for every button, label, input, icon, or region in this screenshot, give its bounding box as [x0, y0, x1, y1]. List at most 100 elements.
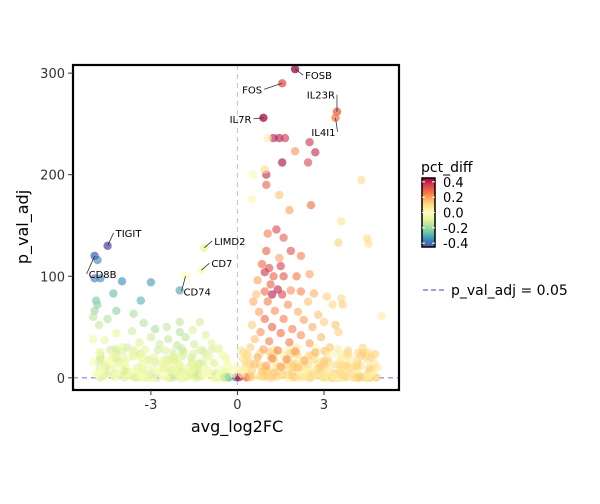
data-point — [103, 314, 112, 324]
colorbar-tick-label: 0.0 — [443, 207, 464, 222]
data-point — [288, 368, 297, 377]
data-point — [266, 280, 275, 289]
data-point — [267, 354, 277, 363]
x-axis-label: avg_log2FC — [191, 417, 283, 437]
data-point — [262, 246, 271, 256]
label-leader-line — [294, 68, 304, 76]
data-point — [275, 253, 284, 263]
data-point — [256, 371, 265, 380]
data-point — [243, 351, 252, 360]
legend-label: p_val_adj = 0.05 — [451, 283, 568, 299]
data-point — [308, 369, 317, 378]
data-point — [127, 326, 137, 336]
x-tick-label: 3 — [320, 398, 328, 413]
data-point — [273, 346, 282, 355]
data-point — [204, 366, 213, 375]
labeled-data-point — [331, 113, 340, 123]
data-point — [158, 370, 167, 379]
data-point — [279, 233, 288, 242]
data-point — [96, 274, 105, 283]
data-point — [290, 347, 300, 356]
data-point — [278, 290, 287, 299]
x-tick-label: -3 — [144, 398, 157, 413]
data-point — [314, 364, 323, 373]
data-point — [370, 350, 379, 359]
y-tick-label: 100 — [40, 270, 65, 285]
data-point — [326, 362, 335, 371]
data-point — [246, 372, 255, 381]
data-point — [288, 324, 297, 334]
data-point — [256, 327, 265, 337]
data-point — [253, 276, 262, 285]
data-point — [94, 320, 104, 330]
label-leader-line — [204, 240, 213, 249]
data-point — [247, 320, 257, 330]
data-point — [280, 133, 290, 143]
data-point — [201, 331, 210, 340]
data-point — [178, 370, 187, 379]
data-point — [129, 309, 138, 318]
data-point — [175, 286, 184, 295]
data-point — [338, 300, 347, 309]
data-point — [265, 337, 274, 346]
data-point — [356, 361, 365, 371]
data-point — [373, 363, 382, 372]
data-point — [249, 297, 258, 306]
data-point — [164, 335, 173, 344]
data-point — [210, 359, 219, 368]
data-point — [319, 317, 329, 327]
data-point — [337, 367, 346, 376]
data-point — [169, 354, 179, 363]
data-point — [158, 360, 167, 369]
data-point — [260, 287, 269, 296]
data-point — [175, 360, 184, 369]
data-point — [269, 133, 278, 143]
data-points — [89, 64, 386, 382]
data-point — [263, 133, 272, 143]
data-point — [285, 206, 294, 215]
data-point — [220, 372, 229, 381]
data-point — [276, 328, 285, 338]
data-point — [228, 369, 238, 378]
label-leader-line — [201, 262, 210, 271]
data-point — [175, 317, 184, 327]
data-point — [252, 290, 261, 299]
data-point — [296, 373, 305, 382]
data-point — [325, 343, 334, 352]
data-point — [204, 352, 213, 361]
data-point — [172, 341, 182, 350]
data-point — [292, 272, 301, 281]
data-point — [283, 300, 293, 309]
data-point — [112, 306, 121, 315]
data-point — [100, 336, 109, 345]
legend: p_val_adj = 0.05 — [423, 283, 568, 299]
colorbar-tick-label: 0.4 — [443, 176, 464, 191]
data-point — [190, 340, 199, 349]
data-point — [349, 373, 358, 382]
data-point — [260, 165, 269, 174]
label-leader-line — [264, 82, 283, 90]
colorbar-title: pct_diff — [421, 160, 473, 176]
data-point — [275, 190, 284, 200]
data-point — [319, 357, 329, 366]
data-point — [315, 371, 325, 380]
data-point — [334, 238, 343, 247]
data-point — [269, 272, 278, 281]
data-point — [356, 351, 366, 360]
data-point — [270, 306, 280, 315]
data-point — [293, 307, 303, 316]
point-label: FOS — [242, 85, 262, 96]
data-point — [143, 363, 153, 373]
data-point — [139, 318, 148, 328]
data-point — [364, 364, 374, 373]
labeled-data-point — [103, 241, 112, 250]
data-point — [330, 373, 339, 382]
data-point — [89, 357, 98, 366]
plot-panel — [73, 65, 399, 390]
data-point — [299, 315, 308, 325]
data-point — [356, 372, 366, 382]
data-point — [117, 277, 127, 286]
data-point — [296, 287, 306, 296]
data-point — [97, 364, 107, 373]
